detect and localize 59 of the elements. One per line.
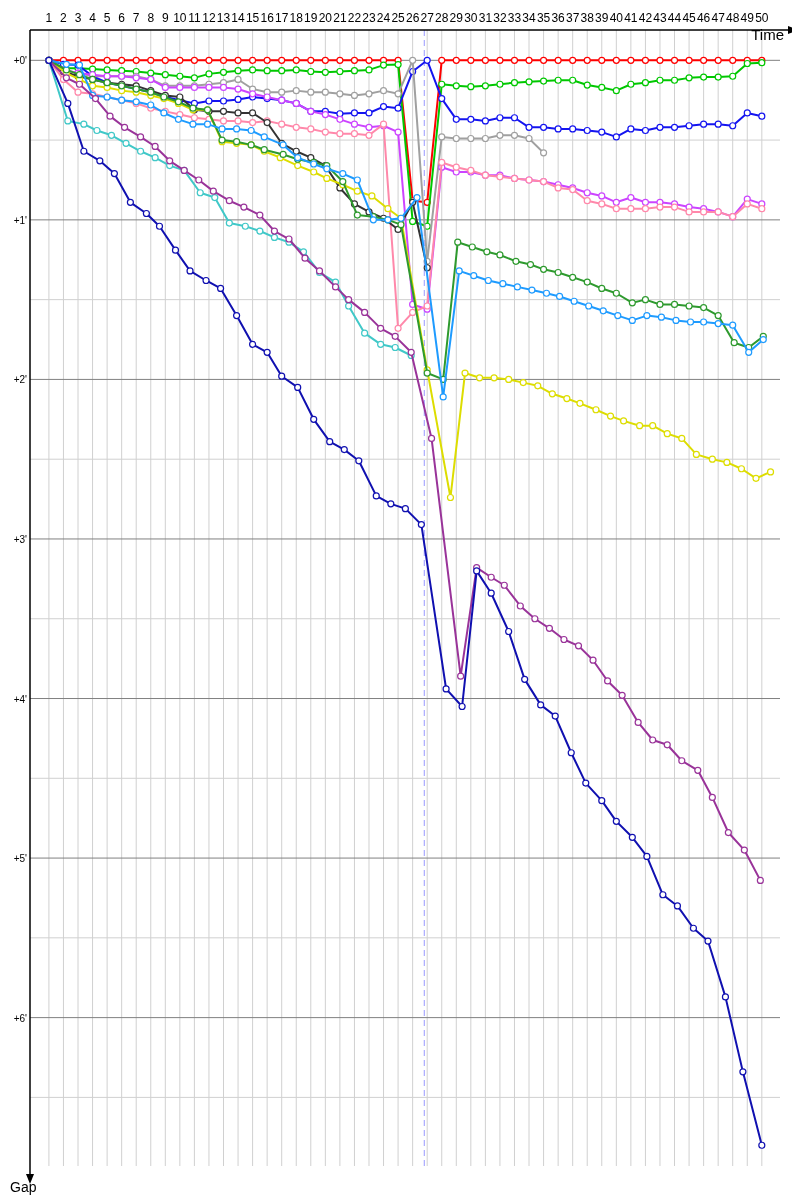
x-tick-label: 9	[161, 11, 169, 25]
x-tick-label: 22	[347, 11, 362, 25]
x-tick-label: 17	[275, 11, 289, 25]
x-tick-label: 29	[449, 11, 464, 25]
x-tick-label: 23	[362, 11, 376, 25]
x-tick-label: 26	[405, 11, 420, 25]
x-tick-label: 2	[60, 11, 68, 25]
x-tick-label: 35	[536, 11, 551, 25]
y-tick-label: +0'	[13, 55, 28, 67]
x-tick-label: 38	[580, 11, 595, 25]
x-tick-label: 41	[624, 11, 638, 25]
x-tick-label: 13	[216, 11, 231, 25]
x-tick-label: 6	[118, 11, 126, 25]
x-tick-label: 7	[132, 11, 140, 25]
x-tick-label: 1	[45, 11, 53, 25]
x-tick-label: 24	[376, 11, 391, 25]
x-tick-label: 8	[147, 11, 155, 25]
x-tick-label: 32	[493, 11, 507, 25]
x-tick-label: 45	[682, 11, 697, 25]
x-tick-label: 11	[188, 11, 201, 25]
x-tick-label: 33	[507, 11, 522, 25]
x-tick-label: 14	[231, 11, 246, 25]
x-tick-label: 50	[755, 11, 769, 25]
y-tick-label: +1'	[13, 214, 28, 226]
x-tick-label: 31	[478, 11, 493, 25]
x-tick-label: 27	[420, 11, 435, 25]
x-tick-label: 36	[551, 11, 566, 25]
x-tick-label: 42	[638, 11, 653, 25]
x-tick-label: 37	[566, 11, 580, 25]
x-tick-label: 34	[522, 11, 537, 25]
x-tick-label: 30	[464, 11, 478, 25]
x-tick-label: 10	[173, 11, 187, 25]
y-axis-title: Gap	[10, 1179, 37, 1195]
x-tick-label: 28	[435, 11, 449, 25]
x-tick-label: 5	[103, 11, 111, 25]
x-tick-label: 46	[696, 11, 711, 25]
x-tick-label: 44	[667, 11, 682, 25]
y-tick-label: +6'	[13, 1012, 28, 1024]
x-tick-label: 40	[609, 11, 624, 25]
x-tick-label: 49	[740, 11, 755, 25]
y-tick-label: +3'	[13, 533, 28, 545]
x-axis-title: Time	[751, 26, 784, 43]
x-tick-label: 43	[653, 11, 667, 25]
x-tick-label: 21	[333, 11, 347, 25]
x-tick-label: 25	[391, 11, 406, 25]
x-tick-label: 18	[289, 11, 304, 25]
x-tick-label: 4	[89, 11, 97, 25]
x-tick-label: 39	[595, 11, 609, 25]
x-tick-label: 20	[318, 11, 333, 25]
x-tick-label: 12	[202, 11, 216, 25]
x-tick-label: 47	[711, 11, 726, 25]
y-tick-label: +5'	[13, 853, 28, 865]
x-tick-label: 3	[74, 11, 82, 25]
x-tick-label: 48	[726, 11, 740, 25]
x-tick-label: 19	[304, 11, 318, 25]
x-tick-label: 16	[260, 11, 275, 25]
y-tick-label: +4'	[13, 693, 28, 705]
x-tick-label: 15	[245, 11, 260, 25]
y-tick-label: +2'	[13, 374, 28, 386]
